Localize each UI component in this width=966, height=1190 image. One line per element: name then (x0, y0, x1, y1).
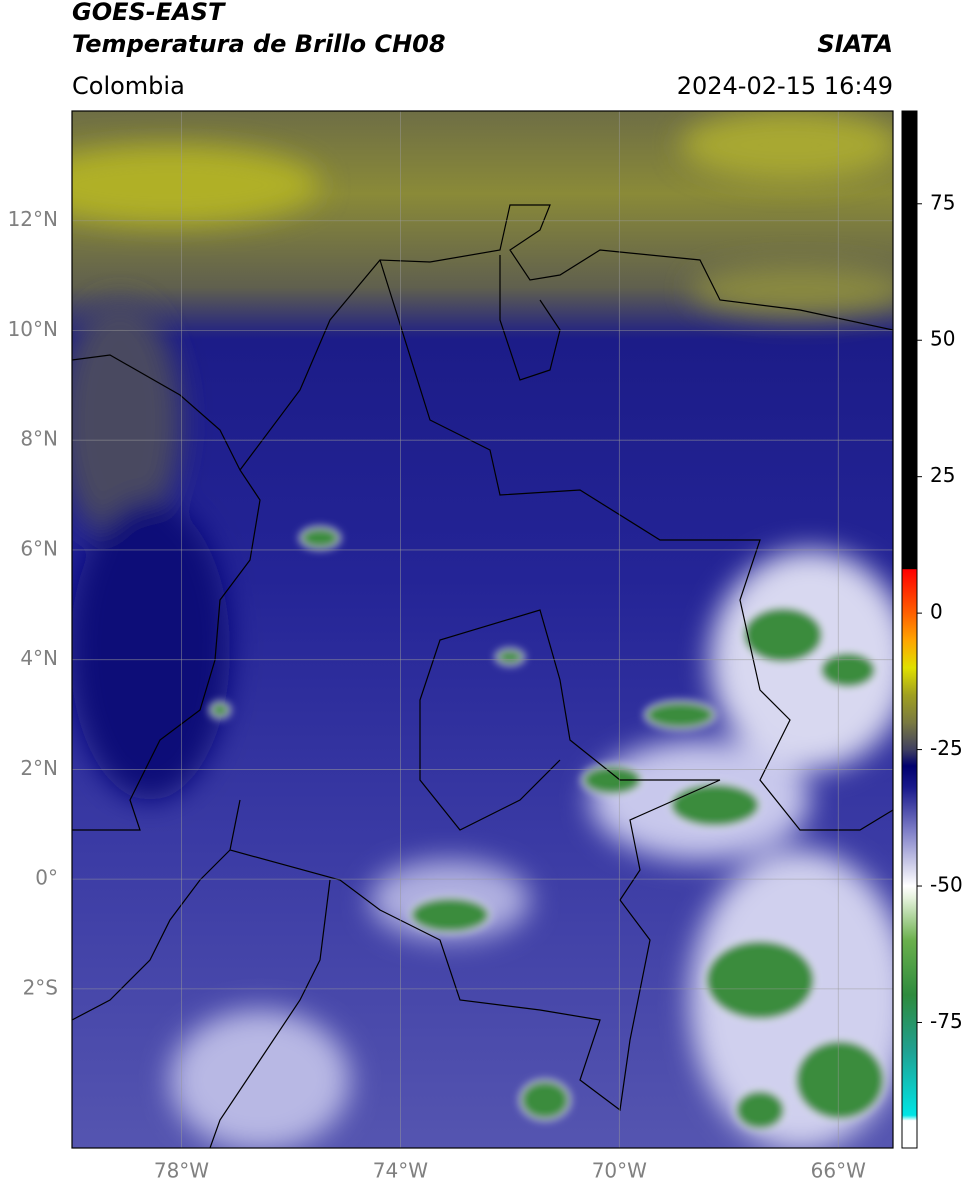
x-tick-label: 78°W (154, 1159, 209, 1183)
x-tick-label: 74°W (373, 1159, 428, 1183)
colorbar-tick-label: -50 (930, 873, 963, 897)
y-tick-label: 12°N (8, 207, 58, 231)
grid (72, 111, 893, 1148)
map-frame (71, 110, 894, 1149)
y-tick-label: 4°N (20, 646, 58, 670)
colorbar-tick-label: 0 (930, 600, 943, 624)
y-tick-label: 0° (35, 866, 58, 890)
x-tick-label: 66°W (811, 1159, 866, 1183)
timestamp: 2024-02-15 16:49 (677, 72, 893, 100)
product: Temperatura de Brillo CH08 (72, 30, 446, 58)
imagery (72, 111, 893, 1148)
region: Colombia (72, 72, 185, 100)
colorbar-tick-label: 75 (930, 190, 955, 214)
y-tick-label: 6°N (20, 536, 58, 560)
colorbar-tick-label: -25 (930, 736, 963, 760)
y-tick-label: 10°N (8, 317, 58, 341)
y-tick-label: 2°N (20, 756, 58, 780)
colorbar-tick-label: 25 (930, 463, 955, 487)
colorbar-tick-label: 50 (930, 327, 955, 351)
colorbar-tick-label: -75 (930, 1009, 963, 1033)
y-tick-label: 8°N (20, 427, 58, 451)
institution: SIATA (817, 30, 893, 58)
y-tick-label: 2°S (23, 975, 58, 999)
x-tick-label: 70°W (592, 1159, 647, 1183)
colorbar (901, 110, 918, 1149)
source: GOES-EAST (72, 0, 226, 26)
